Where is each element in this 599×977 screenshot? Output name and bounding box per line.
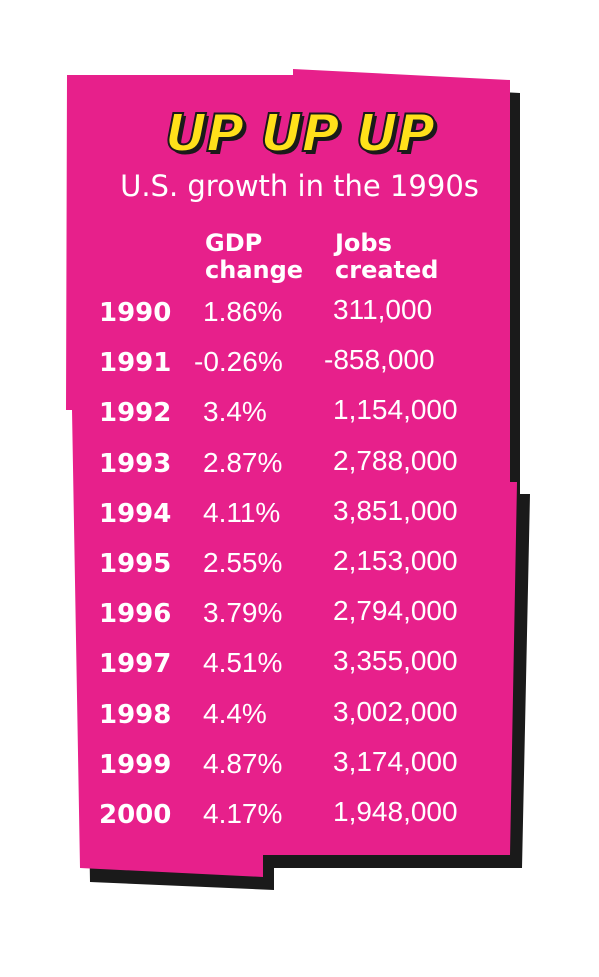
row-1993-jobs-created: 2,788,000: [333, 444, 458, 476]
row-1994-year: 1994: [99, 498, 172, 529]
row-1998-jobs-created: 3,002,000: [333, 695, 458, 727]
row-1999-year: 1999: [99, 749, 172, 780]
column-header-gdp-line-2: change: [205, 256, 304, 284]
column-header-jobs-created: Jobs created: [335, 230, 438, 284]
row-1999-jobs-created: 3,174,000: [333, 745, 458, 777]
panel-fill: [66, 69, 517, 877]
row-1997-jobs-created: 3,355,000: [333, 645, 458, 677]
row-1999-gdp-change: 4.87%: [203, 747, 283, 779]
row-1996-gdp-change: 3.79%: [203, 597, 283, 629]
row-1996-year: 1996: [99, 599, 172, 630]
row-2000-year: 2000: [99, 800, 172, 830]
chart-title: UP UP UP: [164, 104, 436, 164]
row-1998-gdp-change: 4.4%: [203, 697, 267, 729]
row-1994-jobs-created: 3,851,000: [333, 494, 458, 526]
column-header-gdp-line-1: GDP: [205, 229, 263, 257]
row-1997-gdp-change: 4.51%: [203, 647, 283, 679]
column-header-jobs-line-2: created: [335, 256, 439, 284]
chart-subtitle: U.S. growth in the 1990s: [120, 169, 479, 203]
row-1992-gdp-change: 3.4%: [203, 396, 267, 428]
row-1995-jobs-created: 2,153,000: [333, 545, 458, 576]
row-1993-year: 1993: [99, 448, 172, 479]
row-1994-gdp-change: 4.11%: [203, 496, 281, 528]
row-1990-jobs-created: 311,000: [333, 294, 433, 325]
row-2000-gdp-change: 4.17%: [203, 798, 283, 829]
row-1990-year: 1990: [99, 298, 172, 328]
row-1996-jobs-created: 2,794,000: [333, 595, 458, 627]
row-1995-gdp-change: 2.55%: [203, 547, 283, 578]
row-1992-year: 1992: [99, 398, 172, 429]
row-1991-jobs-created: -858,000: [324, 344, 435, 376]
row-1993-gdp-change: 2.87%: [203, 446, 283, 478]
row-1991-gdp-change: -0.26%: [194, 346, 283, 378]
row-1991-year: 1991: [99, 348, 172, 379]
row-2000-jobs-created: 1,948,000: [333, 796, 458, 827]
row-1997-year: 1997: [99, 649, 172, 680]
row-1995-year: 1995: [99, 549, 172, 579]
column-header-gdp-change: GDP change: [205, 230, 303, 284]
row-1990-gdp-change: 1.86%: [203, 296, 283, 327]
row-1992-jobs-created: 1,154,000: [333, 394, 458, 426]
row-1998-year: 1998: [99, 699, 172, 730]
column-header-jobs-line-1: Jobs: [335, 229, 392, 257]
